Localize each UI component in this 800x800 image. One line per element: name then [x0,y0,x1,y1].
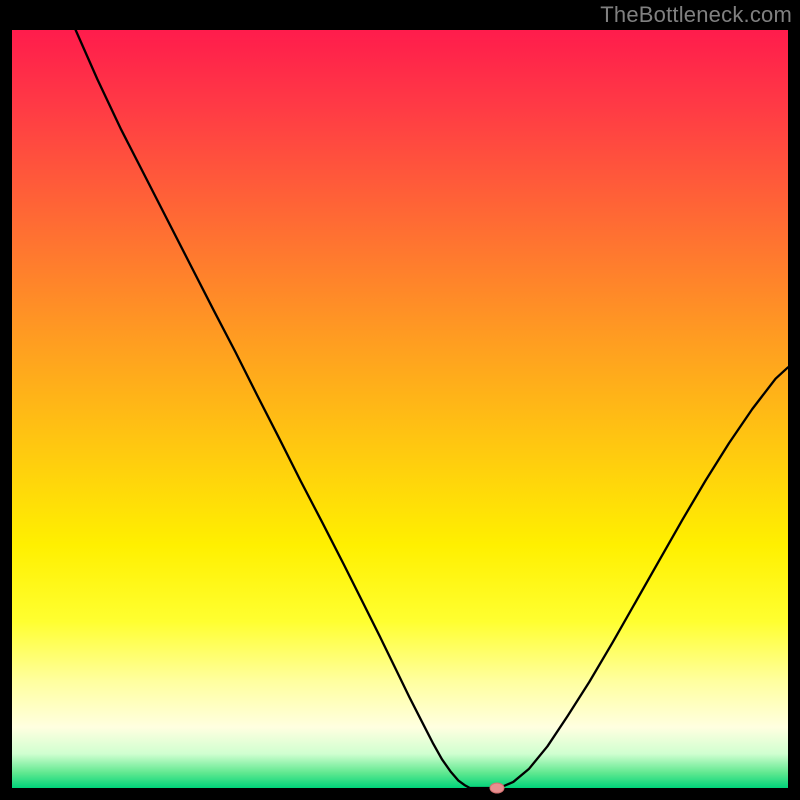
bottleneck-chart [0,0,800,800]
watermark-text: TheBottleneck.com [600,2,792,28]
optimal-marker [490,783,504,793]
chart-stage: TheBottleneck.com [0,0,800,800]
